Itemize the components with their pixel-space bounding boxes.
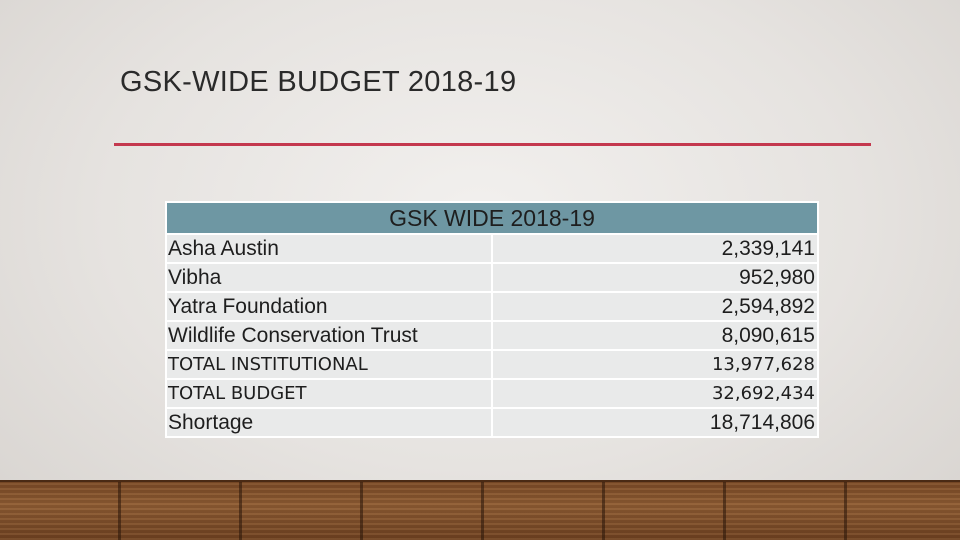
row-value: 18,714,806 xyxy=(491,407,819,438)
slide-title: GSK-WIDE BUDGET 2018-19 xyxy=(120,66,517,98)
title-underline xyxy=(114,143,871,146)
row-value: 2,594,892 xyxy=(491,291,819,322)
row-label: Shortage xyxy=(165,407,493,438)
floor-edge xyxy=(0,480,960,483)
total-institutional-row: TOTAL INSTITUTIONAL 13,977,628 xyxy=(165,349,819,380)
total-budget-row: TOTAL BUDGET 32,692,434 xyxy=(165,378,819,409)
table-row: Wildlife Conservation Trust 8,090,615 xyxy=(165,320,819,351)
row-value: 13,977,628 xyxy=(491,349,819,380)
row-label: TOTAL BUDGET xyxy=(165,378,493,409)
budget-table: GSK WIDE 2018-19 Asha Austin 2,339,141 V… xyxy=(165,201,819,438)
table-header: GSK WIDE 2018-19 xyxy=(165,201,819,235)
shortage-row: Shortage 18,714,806 xyxy=(165,407,819,438)
wooden-floor-decoration xyxy=(0,482,960,540)
table-row: Asha Austin 2,339,141 xyxy=(165,233,819,264)
row-label: Yatra Foundation xyxy=(165,291,493,322)
row-label: TOTAL INSTITUTIONAL xyxy=(165,349,493,380)
row-value: 32,692,434 xyxy=(491,378,819,409)
row-value: 8,090,615 xyxy=(491,320,819,351)
row-value: 952,980 xyxy=(491,262,819,293)
row-label: Vibha xyxy=(165,262,493,293)
row-label: Wildlife Conservation Trust xyxy=(165,320,493,351)
row-value: 2,339,141 xyxy=(491,233,819,264)
row-label: Asha Austin xyxy=(165,233,493,264)
table-row: Yatra Foundation 2,594,892 xyxy=(165,291,819,322)
table-row: Vibha 952,980 xyxy=(165,262,819,293)
table-header-row: GSK WIDE 2018-19 xyxy=(165,201,819,235)
